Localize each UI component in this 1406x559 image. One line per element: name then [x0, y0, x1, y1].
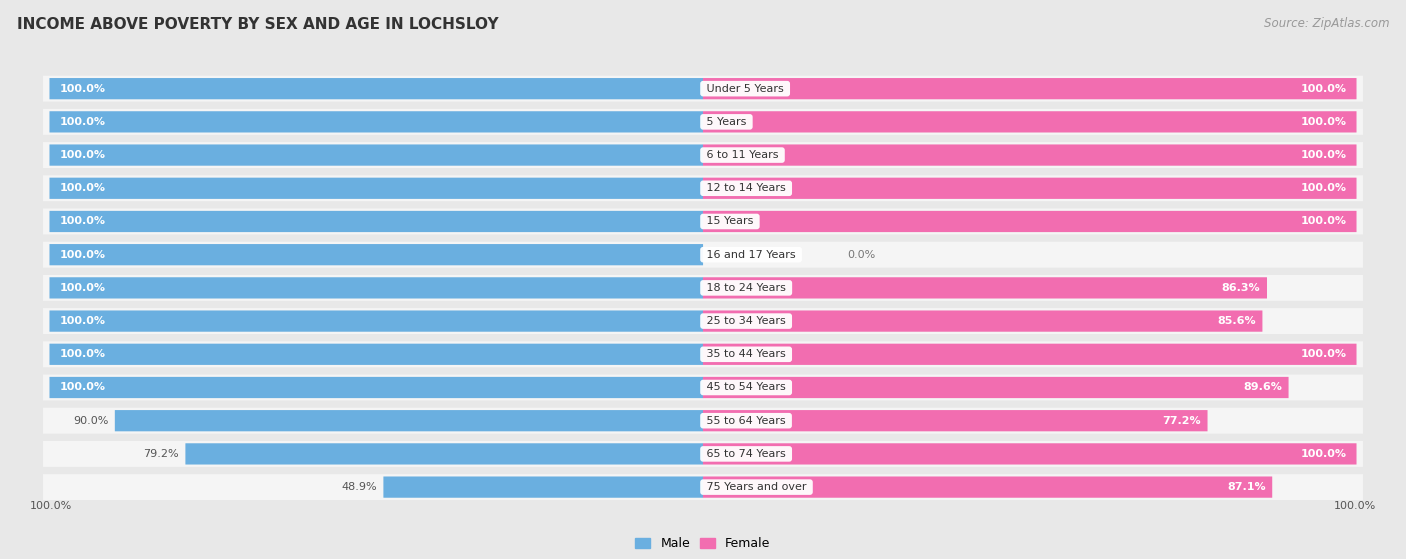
Text: 55 to 64 Years: 55 to 64 Years: [703, 416, 789, 426]
FancyBboxPatch shape: [44, 176, 1362, 201]
FancyBboxPatch shape: [44, 308, 1362, 334]
Text: 100.0%: 100.0%: [1301, 183, 1347, 193]
Text: 100.0%: 100.0%: [59, 150, 105, 160]
Text: 100.0%: 100.0%: [59, 84, 105, 94]
FancyBboxPatch shape: [44, 408, 1362, 434]
Text: 100.0%: 100.0%: [59, 283, 105, 293]
Text: 0.0%: 0.0%: [846, 250, 875, 260]
FancyBboxPatch shape: [703, 443, 1357, 465]
Text: 100.0%: 100.0%: [1301, 216, 1347, 226]
Text: 100.0%: 100.0%: [1301, 449, 1347, 459]
Text: 77.2%: 77.2%: [1163, 416, 1201, 426]
FancyBboxPatch shape: [49, 277, 703, 299]
FancyBboxPatch shape: [44, 209, 1362, 234]
Text: 45 to 54 Years: 45 to 54 Years: [703, 382, 789, 392]
FancyBboxPatch shape: [703, 111, 1357, 132]
FancyBboxPatch shape: [49, 344, 703, 365]
Text: 100.0%: 100.0%: [1301, 84, 1347, 94]
Text: 100.0%: 100.0%: [59, 117, 105, 127]
Text: 6 to 11 Years: 6 to 11 Years: [703, 150, 782, 160]
Text: 12 to 14 Years: 12 to 14 Years: [703, 183, 789, 193]
Text: 15 Years: 15 Years: [703, 216, 756, 226]
Text: 100.0%: 100.0%: [1334, 501, 1376, 511]
Text: 65 to 74 Years: 65 to 74 Years: [703, 449, 789, 459]
FancyBboxPatch shape: [703, 277, 1267, 299]
FancyBboxPatch shape: [49, 211, 703, 232]
FancyBboxPatch shape: [44, 75, 1362, 102]
FancyBboxPatch shape: [49, 78, 703, 100]
FancyBboxPatch shape: [49, 111, 703, 132]
Text: 100.0%: 100.0%: [59, 216, 105, 226]
Text: 89.6%: 89.6%: [1243, 382, 1282, 392]
FancyBboxPatch shape: [115, 410, 703, 432]
FancyBboxPatch shape: [49, 377, 703, 398]
Text: 100.0%: 100.0%: [1301, 150, 1347, 160]
Text: 16 and 17 Years: 16 and 17 Years: [703, 250, 799, 260]
Text: 18 to 24 Years: 18 to 24 Years: [703, 283, 789, 293]
Text: Under 5 Years: Under 5 Years: [703, 84, 787, 94]
FancyBboxPatch shape: [384, 476, 703, 498]
Text: 100.0%: 100.0%: [1301, 349, 1347, 359]
Text: INCOME ABOVE POVERTY BY SEX AND AGE IN LOCHSLOY: INCOME ABOVE POVERTY BY SEX AND AGE IN L…: [17, 17, 499, 32]
Text: 100.0%: 100.0%: [59, 349, 105, 359]
FancyBboxPatch shape: [44, 241, 1362, 268]
FancyBboxPatch shape: [44, 375, 1362, 400]
Text: Source: ZipAtlas.com: Source: ZipAtlas.com: [1264, 17, 1389, 30]
Text: 100.0%: 100.0%: [59, 316, 105, 326]
Text: 100.0%: 100.0%: [1301, 117, 1347, 127]
FancyBboxPatch shape: [703, 144, 1357, 165]
FancyBboxPatch shape: [44, 474, 1362, 500]
Text: 5 Years: 5 Years: [703, 117, 749, 127]
FancyBboxPatch shape: [49, 244, 703, 266]
Text: 100.0%: 100.0%: [30, 501, 72, 511]
FancyBboxPatch shape: [703, 211, 1357, 232]
Text: 90.0%: 90.0%: [73, 416, 108, 426]
FancyBboxPatch shape: [186, 443, 703, 465]
FancyBboxPatch shape: [703, 476, 1272, 498]
Text: 35 to 44 Years: 35 to 44 Years: [703, 349, 789, 359]
FancyBboxPatch shape: [49, 178, 703, 199]
FancyBboxPatch shape: [703, 310, 1263, 331]
Text: 79.2%: 79.2%: [143, 449, 179, 459]
Text: 86.3%: 86.3%: [1222, 283, 1260, 293]
Text: 87.1%: 87.1%: [1227, 482, 1265, 492]
Text: 75 Years and over: 75 Years and over: [703, 482, 810, 492]
Legend: Male, Female: Male, Female: [630, 532, 776, 556]
FancyBboxPatch shape: [49, 310, 703, 331]
Text: 25 to 34 Years: 25 to 34 Years: [703, 316, 789, 326]
FancyBboxPatch shape: [703, 377, 1288, 398]
FancyBboxPatch shape: [703, 410, 1208, 432]
FancyBboxPatch shape: [44, 275, 1362, 301]
Text: 85.6%: 85.6%: [1218, 316, 1256, 326]
Text: 48.9%: 48.9%: [342, 482, 377, 492]
FancyBboxPatch shape: [44, 109, 1362, 135]
FancyBboxPatch shape: [44, 342, 1362, 367]
Text: 100.0%: 100.0%: [59, 382, 105, 392]
FancyBboxPatch shape: [49, 144, 703, 165]
FancyBboxPatch shape: [703, 78, 1357, 100]
FancyBboxPatch shape: [703, 178, 1357, 199]
FancyBboxPatch shape: [44, 441, 1362, 467]
Text: 100.0%: 100.0%: [59, 250, 105, 260]
FancyBboxPatch shape: [703, 344, 1357, 365]
FancyBboxPatch shape: [44, 142, 1362, 168]
Text: 100.0%: 100.0%: [59, 183, 105, 193]
